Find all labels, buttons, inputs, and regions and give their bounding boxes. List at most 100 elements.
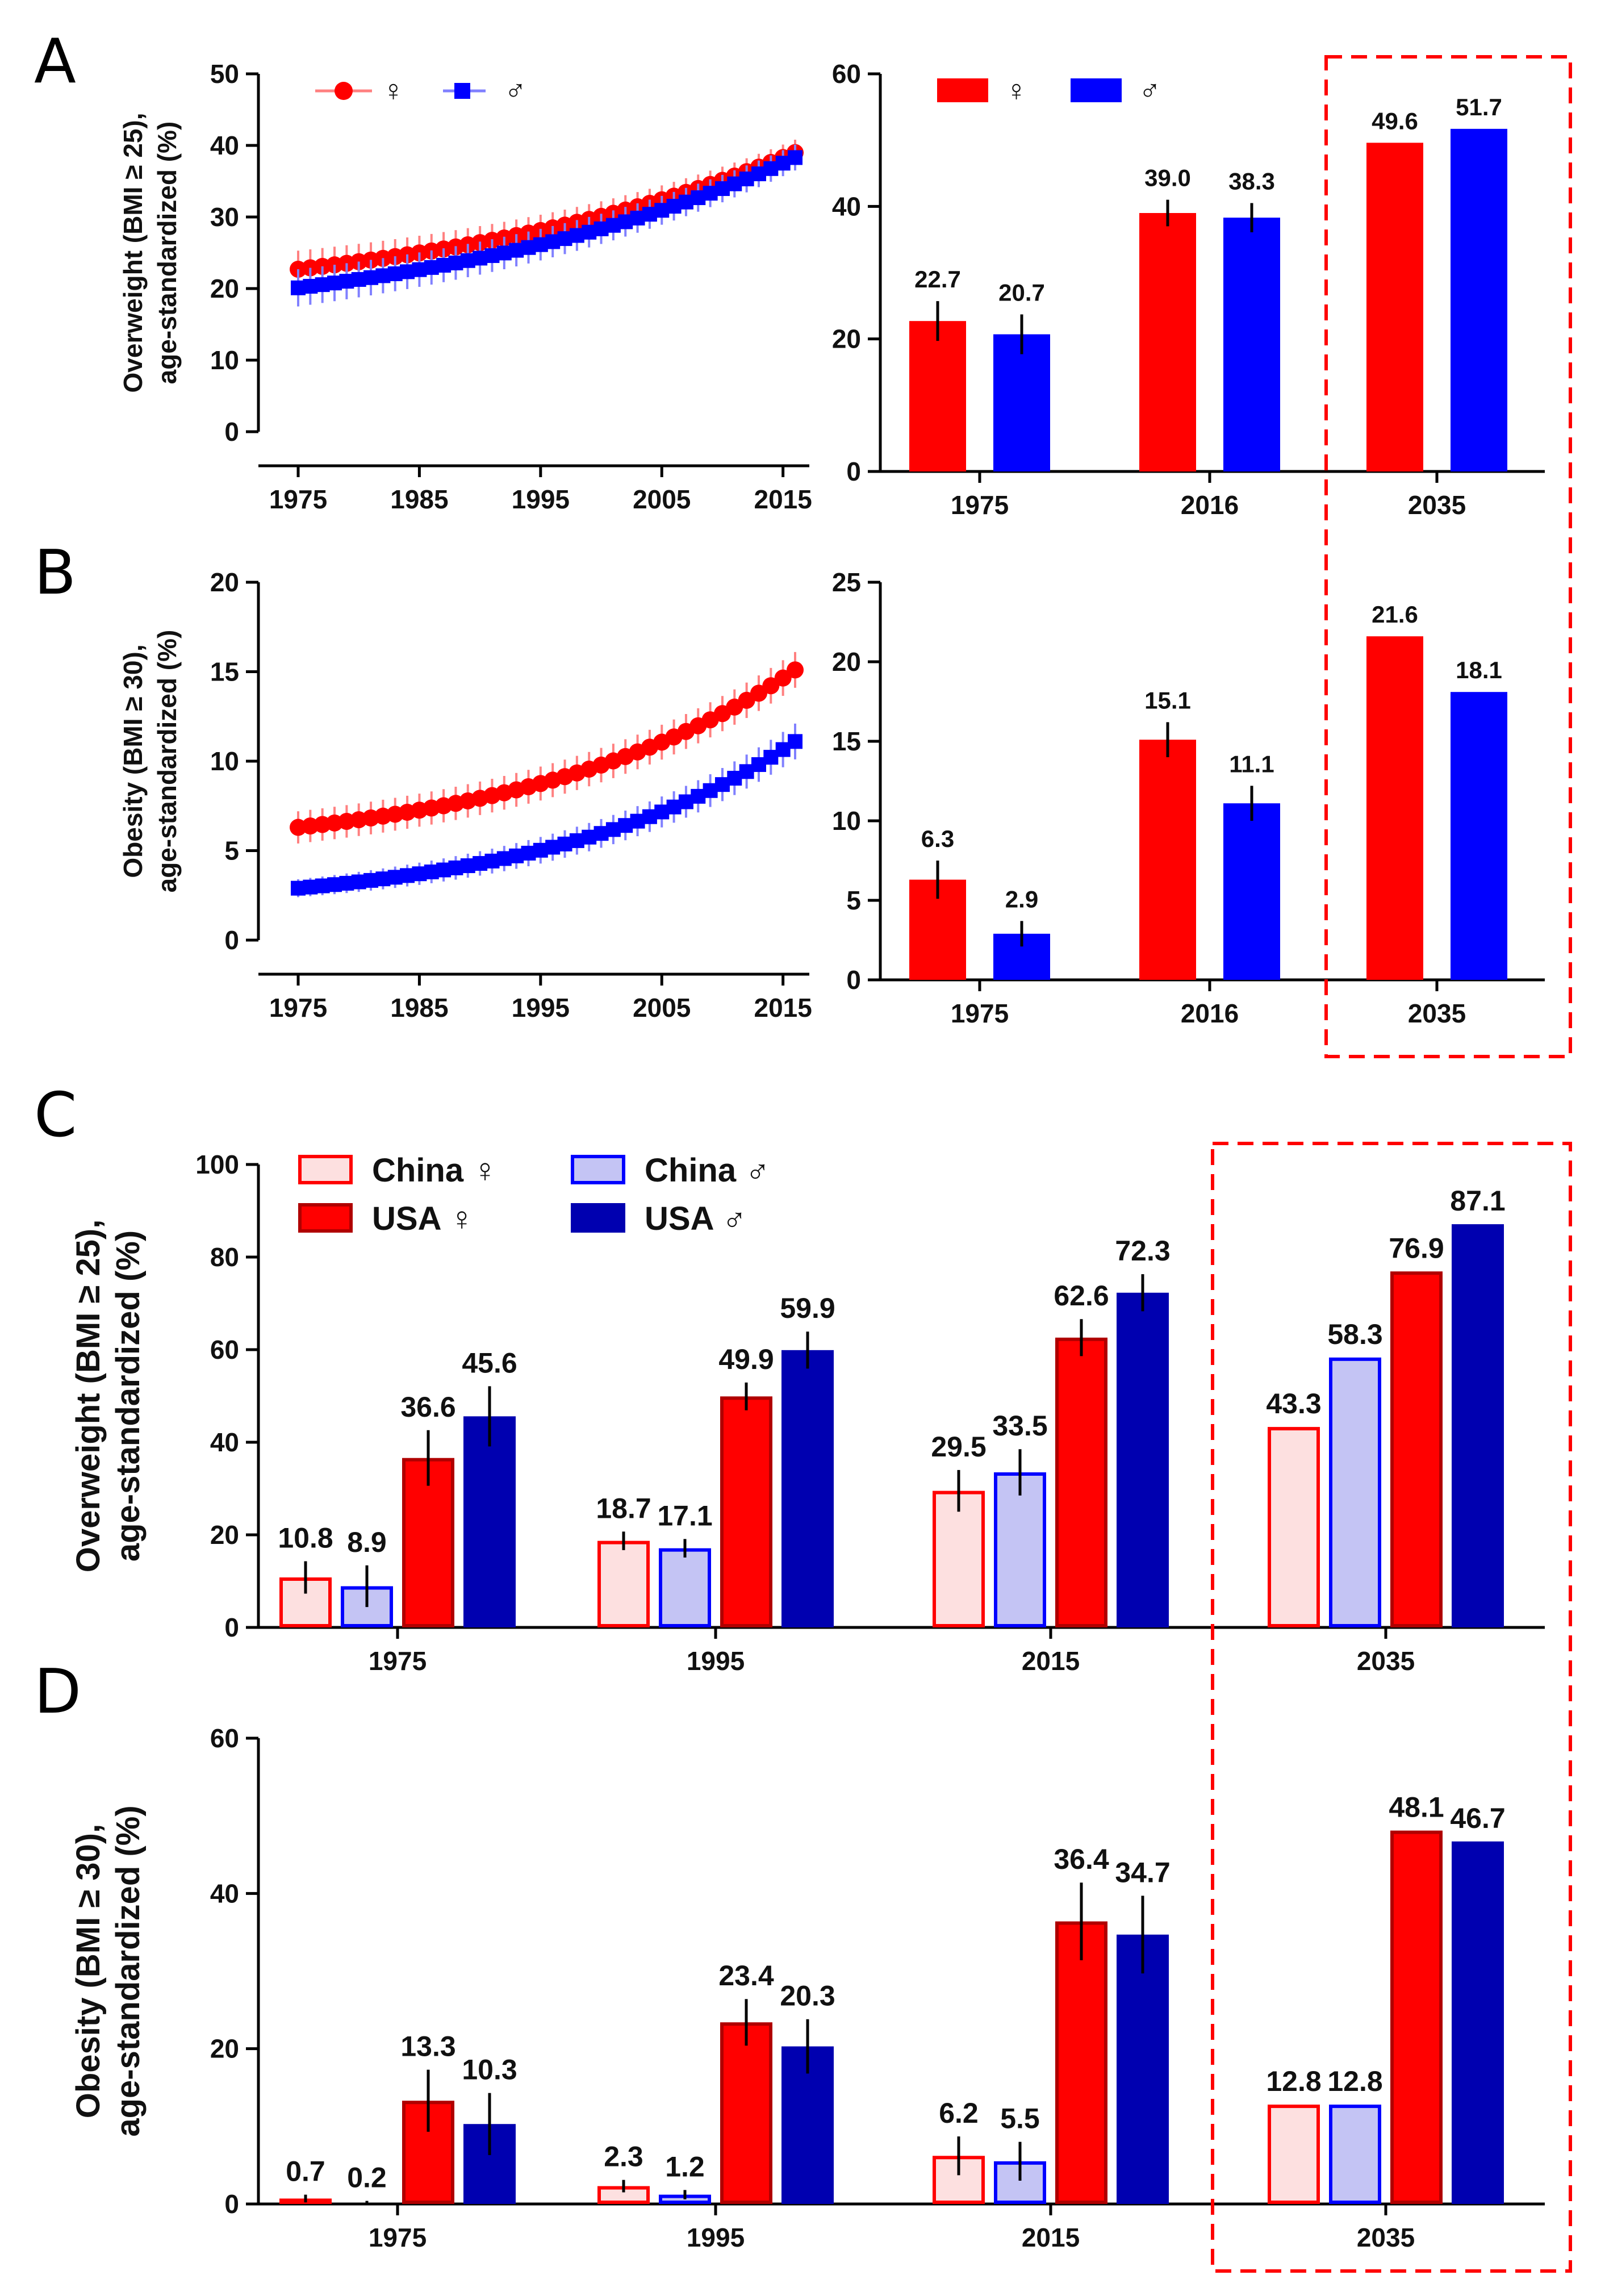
C-bar-2035-2 bbox=[1390, 1271, 1443, 1627]
legend-label-1: China ♂ bbox=[645, 1152, 770, 1189]
C-y-tick-label: 0 bbox=[224, 1613, 239, 1642]
B-right-data-label: 11.1 bbox=[1229, 750, 1274, 777]
panel-letter-D: D bbox=[34, 1656, 81, 1727]
A-left-y-tick-label: 40 bbox=[210, 131, 239, 160]
A-right-y-tick-label: 40 bbox=[832, 191, 861, 221]
B-left-y-axis-label: Obesity (BMI ≥ 30), bbox=[118, 644, 148, 878]
B-left-y-axis-label: age-standardized (%) bbox=[152, 630, 182, 893]
panel-letter-A: A bbox=[34, 26, 76, 97]
B-right-bar-2016-1 bbox=[1223, 803, 1280, 980]
A-right-bar-2016-0 bbox=[1139, 213, 1196, 471]
panel-letter-C: C bbox=[34, 1080, 77, 1151]
A-left-y-tick-label: 10 bbox=[210, 345, 239, 375]
A-left-x-tick-label: 1995 bbox=[512, 485, 570, 514]
A-right-y-tick-label: 60 bbox=[832, 59, 861, 89]
D-data-label: 23.4 bbox=[718, 1960, 774, 1992]
A-left-x-tick-label: 2005 bbox=[633, 485, 691, 514]
A-left-data-point bbox=[788, 150, 802, 165]
C-data-label: 58.3 bbox=[1327, 1318, 1382, 1350]
C-data-label: 18.7 bbox=[596, 1492, 651, 1524]
A-right-x-tick-label: 2016 bbox=[1181, 490, 1239, 520]
A-left-y-tick-label: 50 bbox=[210, 59, 239, 89]
C-x-tick-label: 1995 bbox=[687, 1646, 745, 1676]
C-bar-1995-2 bbox=[720, 1396, 772, 1627]
mars-icon: ♂ bbox=[504, 74, 526, 107]
D-data-label: 12.8 bbox=[1266, 2065, 1321, 2097]
C-data-label: 36.6 bbox=[400, 1391, 455, 1423]
B-right-data-label: 18.1 bbox=[1456, 657, 1502, 683]
C-bar-1975-3 bbox=[463, 1416, 516, 1628]
A-left-y-tick-label: 0 bbox=[224, 417, 239, 446]
B-left-y-tick-label: 5 bbox=[224, 836, 239, 866]
B-right-y-tick-label: 5 bbox=[846, 886, 861, 915]
panel-letter-B: B bbox=[34, 537, 76, 608]
D-y-tick-label: 20 bbox=[210, 2034, 239, 2064]
A-right-bar-2035-1 bbox=[1451, 128, 1507, 472]
D-x-tick-label: 1995 bbox=[687, 2223, 745, 2252]
legend-swatch-2 bbox=[298, 1203, 353, 1233]
D-x-tick-label: 2035 bbox=[1357, 2223, 1415, 2252]
B-left-series-female bbox=[290, 652, 804, 844]
C-x-tick-label: 1975 bbox=[369, 1646, 427, 1676]
B-left-data-point bbox=[788, 734, 802, 749]
legend-label-0: China ♀ bbox=[372, 1152, 498, 1189]
B-right-bar-2035-0 bbox=[1366, 636, 1423, 980]
legend-male-swatch bbox=[1071, 78, 1122, 102]
B-right-bar-2035-1 bbox=[1451, 692, 1507, 980]
legend-label-3: USA ♂ bbox=[645, 1200, 747, 1237]
B-left-x-tick-label: 1995 bbox=[512, 993, 570, 1022]
B-left-data-point bbox=[762, 677, 780, 695]
A-right-x-tick-label: 2035 bbox=[1408, 490, 1466, 520]
D-data-label: 0.2 bbox=[347, 2162, 387, 2194]
mars-icon: ♂ bbox=[1139, 74, 1161, 107]
legend-label-2: USA ♀ bbox=[372, 1200, 474, 1237]
C-data-label: 17.1 bbox=[657, 1500, 712, 1531]
legend-swatch-0 bbox=[298, 1155, 353, 1184]
C-x-tick-label: 2015 bbox=[1022, 1646, 1080, 1676]
B-right-y-tick-label: 15 bbox=[832, 727, 861, 756]
D-bar-2035-0 bbox=[1268, 2105, 1320, 2204]
C-y-tick-label: 40 bbox=[210, 1427, 239, 1457]
C-bar-2035-1 bbox=[1329, 1357, 1381, 1627]
highlight-box-2035-CD bbox=[1211, 1142, 1572, 2273]
C-y-tick-label: 80 bbox=[210, 1242, 239, 1272]
legend-swatch-1 bbox=[571, 1155, 625, 1184]
A-right-data-label: 49.6 bbox=[1372, 107, 1418, 134]
A-right-data-label: 51.7 bbox=[1456, 94, 1502, 120]
D-bar-2035-3 bbox=[1452, 1841, 1504, 2204]
C-y-tick-label: 100 bbox=[195, 1150, 239, 1179]
A-left-series-female bbox=[290, 139, 804, 288]
B-left-y-tick-label: 0 bbox=[224, 925, 239, 955]
A-left-series-male bbox=[291, 144, 802, 307]
A-left-y-axis-label: age-standardized (%) bbox=[152, 122, 182, 385]
A-left-x-tick-label: 1985 bbox=[390, 485, 448, 514]
A-right-x-tick-label: 1975 bbox=[951, 490, 1009, 520]
D-x-tick-label: 1975 bbox=[369, 2223, 427, 2252]
B-right-x-tick-label: 2035 bbox=[1408, 999, 1466, 1028]
C-y-tick-label: 20 bbox=[210, 1520, 239, 1550]
D-bar-2035-1 bbox=[1329, 2105, 1381, 2204]
C-x-tick-label: 2035 bbox=[1357, 1646, 1415, 1676]
B-left-data-point bbox=[787, 661, 804, 679]
A-right-bar-2016-1 bbox=[1223, 218, 1280, 471]
C-bar-1995-1 bbox=[659, 1548, 711, 1628]
A-left-y-axis-label: Overweight (BMI ≥ 25), bbox=[118, 113, 148, 393]
C-bar-1995-3 bbox=[781, 1350, 834, 1627]
B-right-y-tick-label: 10 bbox=[832, 806, 861, 836]
C-bar-2035-0 bbox=[1268, 1427, 1320, 1627]
D-y-tick-label: 0 bbox=[224, 2189, 239, 2219]
A-left-x-tick-label: 2015 bbox=[754, 485, 812, 514]
C-y-axis-label: age-standardized (%) bbox=[110, 1230, 147, 1562]
legend-swatch-3 bbox=[571, 1203, 625, 1233]
A-right-bar-1975-0 bbox=[909, 321, 966, 471]
A-right-y-tick-label: 0 bbox=[846, 457, 861, 486]
C-data-label: 87.1 bbox=[1450, 1185, 1505, 1217]
A-left-y-tick-label: 30 bbox=[210, 202, 239, 232]
C-data-label: 8.9 bbox=[347, 1526, 387, 1558]
B-right-data-label: 21.6 bbox=[1372, 601, 1418, 628]
D-data-label: 13.3 bbox=[400, 2031, 455, 2063]
D-y-tick-label: 60 bbox=[210, 1723, 239, 1753]
C-bar-2015-1 bbox=[994, 1472, 1046, 1628]
